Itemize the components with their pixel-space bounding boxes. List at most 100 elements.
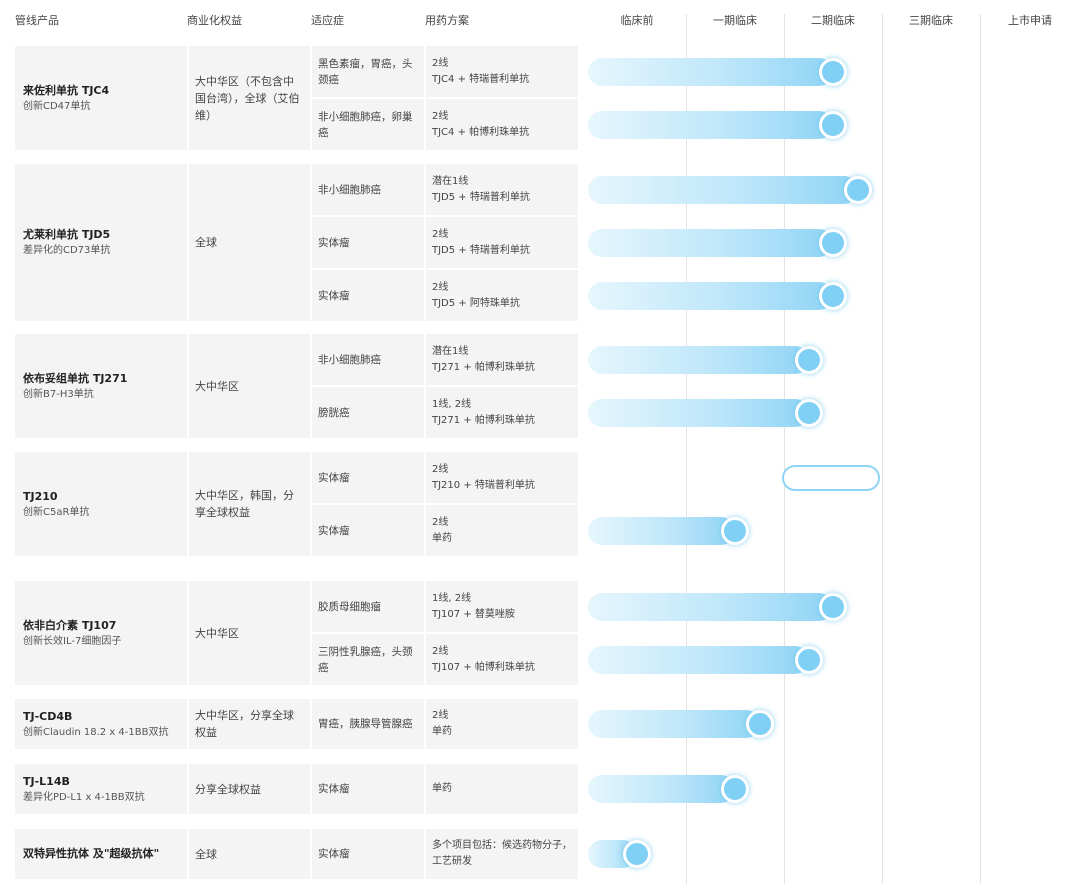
commercial-rights-text: 全球	[195, 847, 217, 861]
stage-divider	[882, 14, 883, 884]
regimen-combination: TJ271 + 帕博利珠单抗	[432, 361, 535, 373]
product-cell: 来佐利单抗 TJC4 创新CD47单抗	[15, 46, 187, 150]
product-description: 创新Claudin 18.2 x 4-1BB双抗	[23, 726, 169, 738]
progress-bar	[588, 398, 809, 427]
pipeline-group: 双特异性抗体 及"超级抗体" 全球 实体瘤 多个项目包括：候选药物分子，工艺研发	[15, 829, 578, 879]
indication-text: 胶质母细胞瘤	[318, 600, 381, 613]
header-regimen: 用药方案	[425, 14, 469, 27]
regimen-line: 单药	[432, 783, 452, 794]
progress-bar	[588, 592, 833, 621]
product-description: 创新CD47单抗	[23, 100, 91, 112]
regimen-line: 2线	[432, 645, 449, 657]
indication-text: 实体瘤	[318, 783, 350, 795]
product-cell: TJ-CD4B 创新Claudin 18.2 x 4-1BB双抗	[15, 699, 187, 749]
commercial-rights-text: 大中华区	[195, 626, 239, 640]
progress-knob	[843, 175, 872, 204]
regimen-cell: 2线 TJD5 + 特瑞普利单抗	[426, 217, 578, 268]
regimen-combination: TJ271 + 帕博利珠单抗	[432, 414, 535, 426]
product-description: 创新C5aR单抗	[23, 506, 90, 518]
regimen-combination: TJ210 + 特瑞普利单抗	[432, 479, 535, 491]
progress-knob	[721, 775, 749, 803]
regimen-line: 1线, 2线	[432, 398, 472, 410]
indication-cell: 非小细胞肺癌	[312, 334, 424, 385]
product-name: 双特异性抗体 及"超级抗体"	[23, 847, 160, 860]
indication-text: 实体瘤	[318, 471, 350, 484]
regimen-line: 2线	[432, 516, 449, 528]
indication-cell: 胃癌，胰腺导管腺癌	[312, 699, 424, 749]
progress-bar	[588, 228, 833, 257]
product-description: 创新B7-H3单抗	[23, 388, 94, 400]
progress-knob	[819, 228, 847, 257]
progress-knob	[819, 57, 847, 86]
pipeline-group: 依布妥组单抗 TJ271 创新B7-H3单抗 大中华区 非小细胞肺癌 潜在1线 TJ271…	[15, 334, 578, 438]
product-name: 来佐利单抗 TJC4	[23, 83, 110, 97]
progress-bar	[588, 281, 833, 310]
header-rights: 商业化权益	[187, 14, 242, 27]
progress-knob	[745, 710, 774, 738]
regimen-line: 2线	[432, 57, 449, 69]
progress-bar	[588, 175, 858, 204]
header-stage-filing: 上市申请	[1008, 14, 1052, 27]
pipeline-group: 依非白介素 TJ107 创新长效IL-7细胞因子 大中华区 胶质母细胞瘤 1线, 2线 T…	[15, 581, 578, 685]
product-name: TJ210	[23, 489, 58, 503]
regimen-cell: 2线 TJ107 + 帕博利珠单抗	[426, 634, 578, 685]
header-stage-phase2: 二期临床	[811, 14, 855, 27]
indication-text: 非小细胞肺癌	[318, 183, 381, 196]
progress-bar	[588, 775, 735, 803]
regimen-line: 2线	[432, 710, 449, 721]
progress-knob	[794, 398, 823, 427]
regimen-cell: 2线 单药	[426, 505, 578, 556]
product-description: 差异化的CD73单抗	[23, 245, 111, 256]
regimen-cell: 2线 TJD5 + 阿特珠单抗	[426, 270, 578, 321]
indication-cell: 实体瘤	[312, 829, 424, 879]
pipeline-group: TJ210 创新C5aR单抗 大中华区，韩国，分享全球权益 实体瘤 2线 TJ210 + …	[15, 452, 578, 556]
product-name: 尤莱利单抗 TJD5	[23, 228, 111, 241]
product-description: 创新长效IL-7细胞因子	[23, 635, 122, 647]
commercial-rights-cell: 分享全球权益	[189, 764, 310, 814]
regimen-cell: 多个项目包括：候选药物分子，工艺研发	[426, 829, 578, 879]
header-stage-preclinical: 临床前	[620, 14, 654, 27]
regimen-combination: TJD5 + 特瑞普利单抗	[432, 244, 530, 256]
stage-divider	[784, 14, 785, 884]
progress-bar	[588, 710, 760, 738]
regimen-line: 2线	[432, 281, 449, 293]
commercial-rights-cell: 大中华区，分享全球权益	[189, 699, 310, 749]
progress-knob	[819, 281, 847, 310]
product-description: 差异化PD-L1 x 4-1BB双抗	[23, 791, 145, 803]
indication-text: 非小细胞肺癌，卵巢癌	[318, 110, 413, 139]
regimen-line: 潜在1线	[432, 175, 469, 187]
product-name: 依非白介素 TJ107	[23, 618, 117, 632]
product-cell: 依布妥组单抗 TJ271 创新B7-H3单抗	[15, 334, 187, 438]
regimen-cell: 单药	[426, 764, 578, 814]
regimen-combination: TJ107 + 帕博利珠单抗	[432, 661, 535, 673]
product-name: TJ-CD4B	[23, 709, 73, 723]
regimen-combination: TJC4 + 帕博利珠单抗	[432, 126, 530, 138]
commercial-rights-text: 大中华区，韩国，分享全球权益	[195, 489, 294, 519]
commercial-rights-text: 分享全球权益	[195, 782, 261, 796]
regimen-combination: TJC4 + 特瑞普利单抗	[432, 73, 530, 85]
regimen-cell: 1线, 2线 TJ107 + 替莫唑胺	[426, 581, 578, 632]
commercial-rights-cell: 全球	[189, 829, 310, 879]
product-cell: 依非白介素 TJ107 创新长效IL-7细胞因子	[15, 581, 187, 685]
product-cell: TJ-L14B 差异化PD-L1 x 4-1BB双抗	[15, 764, 187, 814]
indication-text: 实体瘤	[318, 848, 350, 860]
indication-text: 膀胱癌	[318, 406, 350, 419]
indication-text: 非小细胞肺癌	[318, 353, 381, 366]
regimen-line: 2线	[432, 228, 449, 240]
commercial-rights-text: 大中华区	[195, 379, 239, 393]
commercial-rights-cell: 大中华区，韩国，分享全球权益	[189, 452, 310, 556]
regimen-cell: 潜在1线 TJ271 + 帕博利珠单抗	[426, 334, 578, 385]
regimen-line: 潜在1线	[432, 345, 469, 357]
regimen-combination: TJD5 + 特瑞普利单抗	[432, 191, 530, 203]
header-product: 管线产品	[15, 14, 59, 27]
indication-cell: 实体瘤	[312, 452, 424, 503]
commercial-rights-text: 大中华区（不包含中国台湾），全球（艾伯维）	[195, 74, 300, 122]
indication-cell: 三阴性乳腺癌，头颈癌	[312, 634, 424, 685]
progress-bar	[588, 57, 833, 86]
commercial-rights-cell: 大中华区	[189, 334, 310, 438]
indication-cell: 实体瘤	[312, 217, 424, 268]
indication-cell: 黑色素瘤，胃癌，头颈癌	[312, 46, 424, 97]
regimen-line: 2线	[432, 463, 449, 475]
header-stage-phase1: 一期临床	[713, 14, 757, 27]
regimen-cell: 2线 TJC4 + 特瑞普利单抗	[426, 46, 578, 97]
